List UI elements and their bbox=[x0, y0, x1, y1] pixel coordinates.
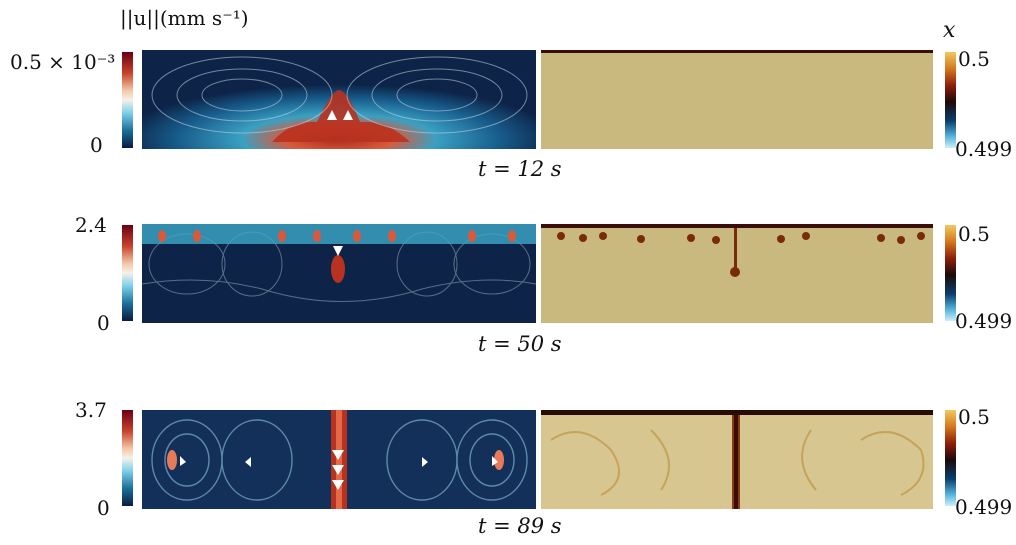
x-max-label-row3: 0.5 bbox=[958, 405, 990, 429]
velocity-max-label-row3: 3.7 bbox=[75, 398, 107, 422]
time-caption-row2: t = 50 s bbox=[478, 332, 562, 356]
velocity-max-label-row1: 0.5 × 10⁻³ bbox=[10, 50, 116, 74]
time-caption-row1: t = 12 s bbox=[478, 157, 562, 181]
composition-colorbar-row1 bbox=[945, 52, 956, 148]
velocity-magnitude-label: ||u||(mm s⁻¹) bbox=[120, 6, 249, 30]
velocity-field-panel-row3 bbox=[142, 410, 536, 509]
composition-colorbar-row3 bbox=[945, 410, 956, 506]
velocity-colorbar-row3 bbox=[122, 410, 133, 506]
velocity-colorbar-row2 bbox=[122, 225, 133, 321]
velocity-min-label-row1: 0 bbox=[90, 133, 103, 157]
time-caption-row3: t = 89 s bbox=[478, 514, 562, 538]
composition-field-panel-row2 bbox=[541, 224, 933, 323]
velocity-field-panel-row2 bbox=[142, 224, 536, 323]
x-min-label-row2: 0.499 bbox=[955, 309, 1013, 333]
x-min-label-row3: 0.499 bbox=[955, 495, 1013, 519]
velocity-field-panel-row1 bbox=[142, 50, 536, 149]
x-max-label-row1: 0.5 bbox=[958, 47, 990, 71]
x-min-label-row1: 0.499 bbox=[955, 137, 1013, 161]
velocity-min-label-row2: 0 bbox=[97, 311, 110, 335]
velocity-min-label-row3: 0 bbox=[97, 496, 110, 520]
velocity-colorbar-row1 bbox=[122, 52, 133, 148]
composition-field-panel-row1 bbox=[541, 50, 933, 149]
velocity-max-label-row2: 2.4 bbox=[75, 213, 107, 237]
composition-field-panel-row3 bbox=[541, 410, 933, 509]
composition-colorbar-row2 bbox=[945, 225, 956, 321]
composition-label: x bbox=[943, 18, 956, 43]
x-max-label-row2: 0.5 bbox=[958, 222, 990, 246]
